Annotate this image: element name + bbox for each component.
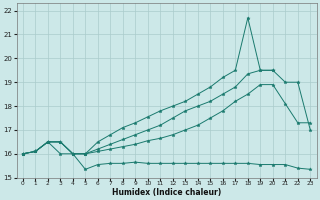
X-axis label: Humidex (Indice chaleur): Humidex (Indice chaleur) — [112, 188, 221, 197]
